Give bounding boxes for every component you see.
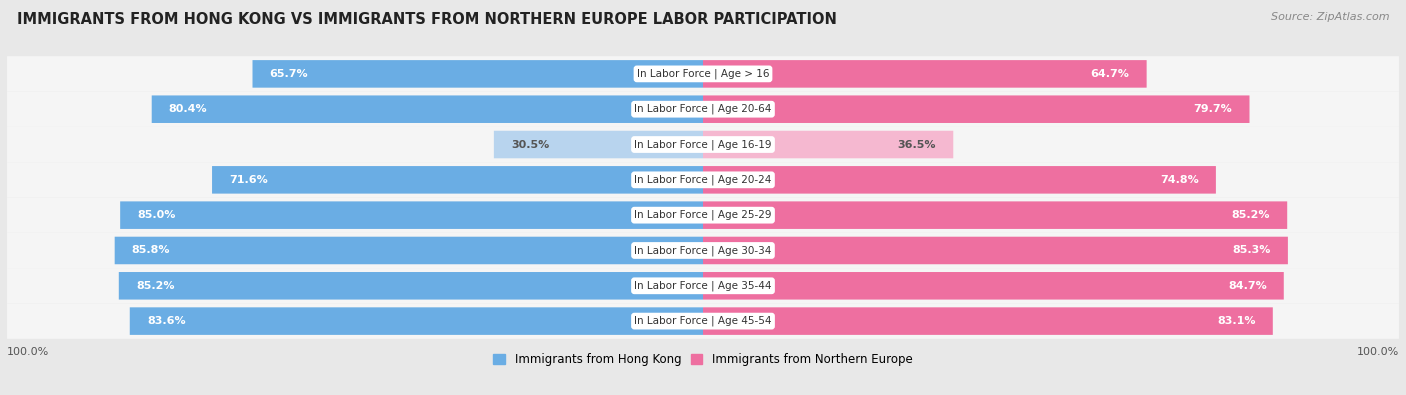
- Text: In Labor Force | Age 45-54: In Labor Force | Age 45-54: [634, 316, 772, 326]
- Text: 100.0%: 100.0%: [1357, 346, 1399, 357]
- Text: 30.5%: 30.5%: [510, 139, 550, 150]
- Text: In Labor Force | Age 16-19: In Labor Force | Age 16-19: [634, 139, 772, 150]
- FancyBboxPatch shape: [7, 92, 1399, 127]
- Text: 100.0%: 100.0%: [7, 346, 49, 357]
- FancyBboxPatch shape: [703, 272, 1284, 299]
- Text: 84.7%: 84.7%: [1227, 281, 1267, 291]
- Text: 36.5%: 36.5%: [897, 139, 936, 150]
- Text: In Labor Force | Age 20-64: In Labor Force | Age 20-64: [634, 104, 772, 115]
- FancyBboxPatch shape: [7, 162, 1399, 198]
- Text: In Labor Force | Age 35-44: In Labor Force | Age 35-44: [634, 280, 772, 291]
- FancyBboxPatch shape: [7, 233, 1399, 268]
- Text: 85.3%: 85.3%: [1233, 245, 1271, 256]
- Legend: Immigrants from Hong Kong, Immigrants from Northern Europe: Immigrants from Hong Kong, Immigrants fr…: [494, 353, 912, 366]
- Text: 71.6%: 71.6%: [229, 175, 269, 185]
- FancyBboxPatch shape: [253, 60, 703, 88]
- Text: In Labor Force | Age 20-24: In Labor Force | Age 20-24: [634, 175, 772, 185]
- Text: IMMIGRANTS FROM HONG KONG VS IMMIGRANTS FROM NORTHERN EUROPE LABOR PARTICIPATION: IMMIGRANTS FROM HONG KONG VS IMMIGRANTS …: [17, 12, 837, 27]
- FancyBboxPatch shape: [129, 307, 703, 335]
- FancyBboxPatch shape: [152, 96, 703, 123]
- Text: 74.8%: 74.8%: [1160, 175, 1199, 185]
- FancyBboxPatch shape: [115, 237, 703, 264]
- Text: Source: ZipAtlas.com: Source: ZipAtlas.com: [1271, 12, 1389, 22]
- FancyBboxPatch shape: [703, 166, 1216, 194]
- FancyBboxPatch shape: [703, 131, 953, 158]
- FancyBboxPatch shape: [7, 268, 1399, 303]
- Text: 85.8%: 85.8%: [132, 245, 170, 256]
- FancyBboxPatch shape: [7, 303, 1399, 339]
- FancyBboxPatch shape: [212, 166, 703, 194]
- Text: 83.1%: 83.1%: [1218, 316, 1256, 326]
- Text: 85.2%: 85.2%: [136, 281, 174, 291]
- Text: In Labor Force | Age 25-29: In Labor Force | Age 25-29: [634, 210, 772, 220]
- FancyBboxPatch shape: [494, 131, 703, 158]
- Text: In Labor Force | Age 30-34: In Labor Force | Age 30-34: [634, 245, 772, 256]
- Text: In Labor Force | Age > 16: In Labor Force | Age > 16: [637, 69, 769, 79]
- Text: 79.7%: 79.7%: [1194, 104, 1232, 114]
- Text: 65.7%: 65.7%: [270, 69, 308, 79]
- FancyBboxPatch shape: [703, 60, 1147, 88]
- FancyBboxPatch shape: [120, 201, 703, 229]
- FancyBboxPatch shape: [7, 198, 1399, 233]
- Text: 85.0%: 85.0%: [138, 210, 176, 220]
- Text: 85.2%: 85.2%: [1232, 210, 1270, 220]
- Text: 64.7%: 64.7%: [1091, 69, 1129, 79]
- FancyBboxPatch shape: [703, 237, 1288, 264]
- FancyBboxPatch shape: [7, 127, 1399, 162]
- FancyBboxPatch shape: [7, 56, 1399, 92]
- FancyBboxPatch shape: [703, 307, 1272, 335]
- FancyBboxPatch shape: [703, 201, 1288, 229]
- Text: 80.4%: 80.4%: [169, 104, 208, 114]
- FancyBboxPatch shape: [118, 272, 703, 299]
- FancyBboxPatch shape: [703, 96, 1250, 123]
- Text: 83.6%: 83.6%: [146, 316, 186, 326]
